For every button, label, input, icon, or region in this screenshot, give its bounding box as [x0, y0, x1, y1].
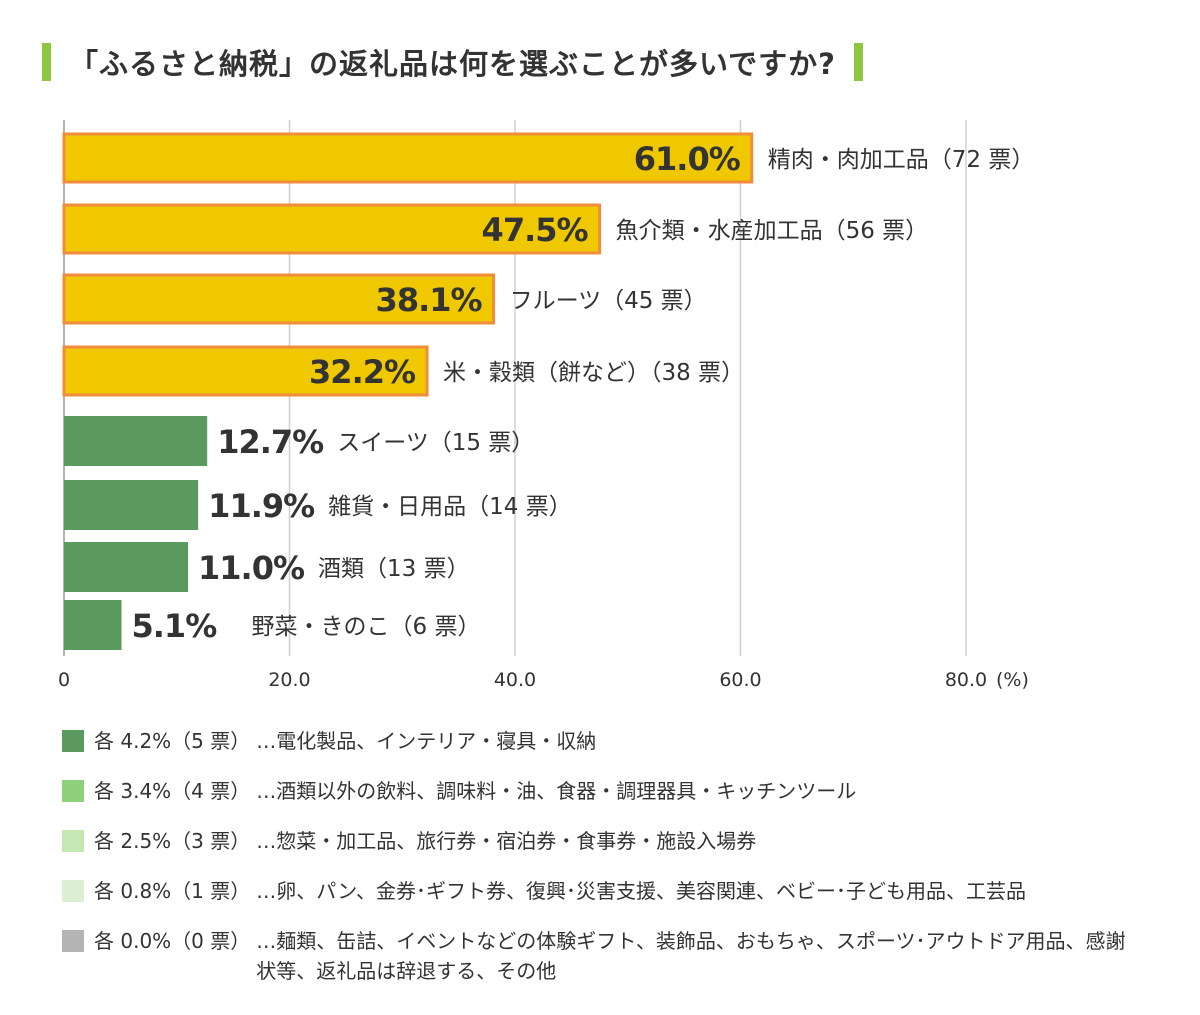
legend-items: …酒類以外の飲料、調味料・油、食器・調理器具・キッチンツール	[256, 779, 857, 803]
x-tick-label: 40.0	[494, 669, 536, 691]
bar-category-label: 米・穀類（餅など）（38 票）	[443, 360, 744, 386]
legend-label: 各 0.0%（0 票）	[94, 929, 251, 953]
legend-label: 各 0.8%（1 票）	[94, 879, 251, 903]
bar-category-label: フルーツ（45 票）	[510, 288, 707, 314]
legend-row: 各 2.5%（3 票） …惣菜・加工品、旅行券・宿泊券・食事券・施設入場券	[62, 826, 1182, 856]
bar-category-label: 雑貨・日用品（14 票）	[328, 494, 572, 520]
bar	[62, 132, 754, 184]
bar-value-label: 32.2%	[309, 353, 416, 391]
bar	[64, 480, 199, 530]
legend-row: 各 4.2%（5 票） …電化製品、インテリア・寝具・収納	[62, 726, 1182, 756]
bar-value-label: 38.1%	[376, 281, 483, 319]
x-tick-label: 80.0	[945, 669, 987, 691]
legend-label: 各 2.5%（3 票）	[94, 829, 251, 853]
legend-items: …惣菜・加工品、旅行券・宿泊券・食事券・施設入場券	[256, 829, 757, 853]
bar-category-label: スイーツ（15 票）	[337, 430, 534, 456]
legend-items: …電化製品、インテリア・寝具・収納	[256, 729, 597, 753]
legend: 各 4.2%（5 票） …電化製品、インテリア・寝具・収納 各 3.4%（4 票…	[62, 726, 1182, 1006]
chart-title-block: 「ふるさと納税」の返礼品は何を選ぶことが多いですか?	[42, 40, 863, 84]
bar-value-label: 12.7%	[217, 423, 324, 461]
legend-items: …麺類、缶詰、イベントなどの体験ギフト、装飾品、おもちゃ、スポーツ･アウトドア用…	[256, 929, 1126, 983]
x-tick-label: 0	[58, 669, 70, 691]
bar	[62, 203, 602, 255]
title-accent-bar-right	[853, 43, 863, 81]
x-tick-label: 20.0	[268, 669, 310, 691]
legend-row: 各 0.8%（1 票） …卵、パン、金券･ギフト券、復興･災害支援、美容関連、ベ…	[62, 876, 1182, 906]
legend-swatch	[62, 880, 84, 902]
bar	[62, 273, 496, 325]
legend-row: 各 0.0%（0 票） …麺類、缶詰、イベントなどの体験ギフト、装飾品、おもちゃ…	[62, 926, 1182, 986]
legend-swatch	[62, 930, 84, 952]
title-accent-bar-left	[42, 43, 51, 81]
bar-category-label: 酒類（13 票）	[318, 556, 470, 582]
bar-category-label: 野菜・きのこ（6 票）	[252, 614, 481, 640]
bar	[64, 542, 189, 592]
legend-label: 各 3.4%（4 票）	[94, 779, 251, 803]
bar	[64, 600, 122, 650]
x-axis-unit: (%)	[996, 669, 1029, 691]
bar	[64, 416, 208, 466]
bar-category-label: 精肉・肉加工品（72 票）	[768, 147, 1035, 173]
legend-swatch	[62, 830, 84, 852]
legend-swatch	[62, 730, 84, 752]
bar-value-label: 11.9%	[208, 487, 315, 525]
x-tick-label: 60.0	[719, 669, 761, 691]
bar-value-label: 5.1%	[132, 607, 218, 645]
chart-title: 「ふるさと納税」の返礼品は何を選ぶことが多いですか?	[69, 47, 836, 81]
legend-items: …卵、パン、金券･ギフト券、復興･災害支援、美容関連、ベビー･子ども用品、工芸品	[256, 879, 1027, 903]
bar-value-label: 47.5%	[482, 211, 589, 249]
bar-chart: 0 20.0 40.0 60.0 80.0 (%) 61.0% 精肉・肉加工品（72 票） 47…	[58, 120, 1035, 691]
legend-swatch	[62, 780, 84, 802]
bar	[62, 345, 429, 397]
bar-value-label: 11.0%	[198, 549, 305, 587]
legend-label: 各 4.2%（5 票）	[94, 729, 251, 753]
bar-value-label: 61.0%	[634, 140, 741, 178]
legend-row: 各 3.4%（4 票） …酒類以外の飲料、調味料・油、食器・調理器具・キッチンツ…	[62, 776, 1182, 806]
bar-category-label: 魚介類・水産加工品（56 票）	[616, 218, 929, 244]
